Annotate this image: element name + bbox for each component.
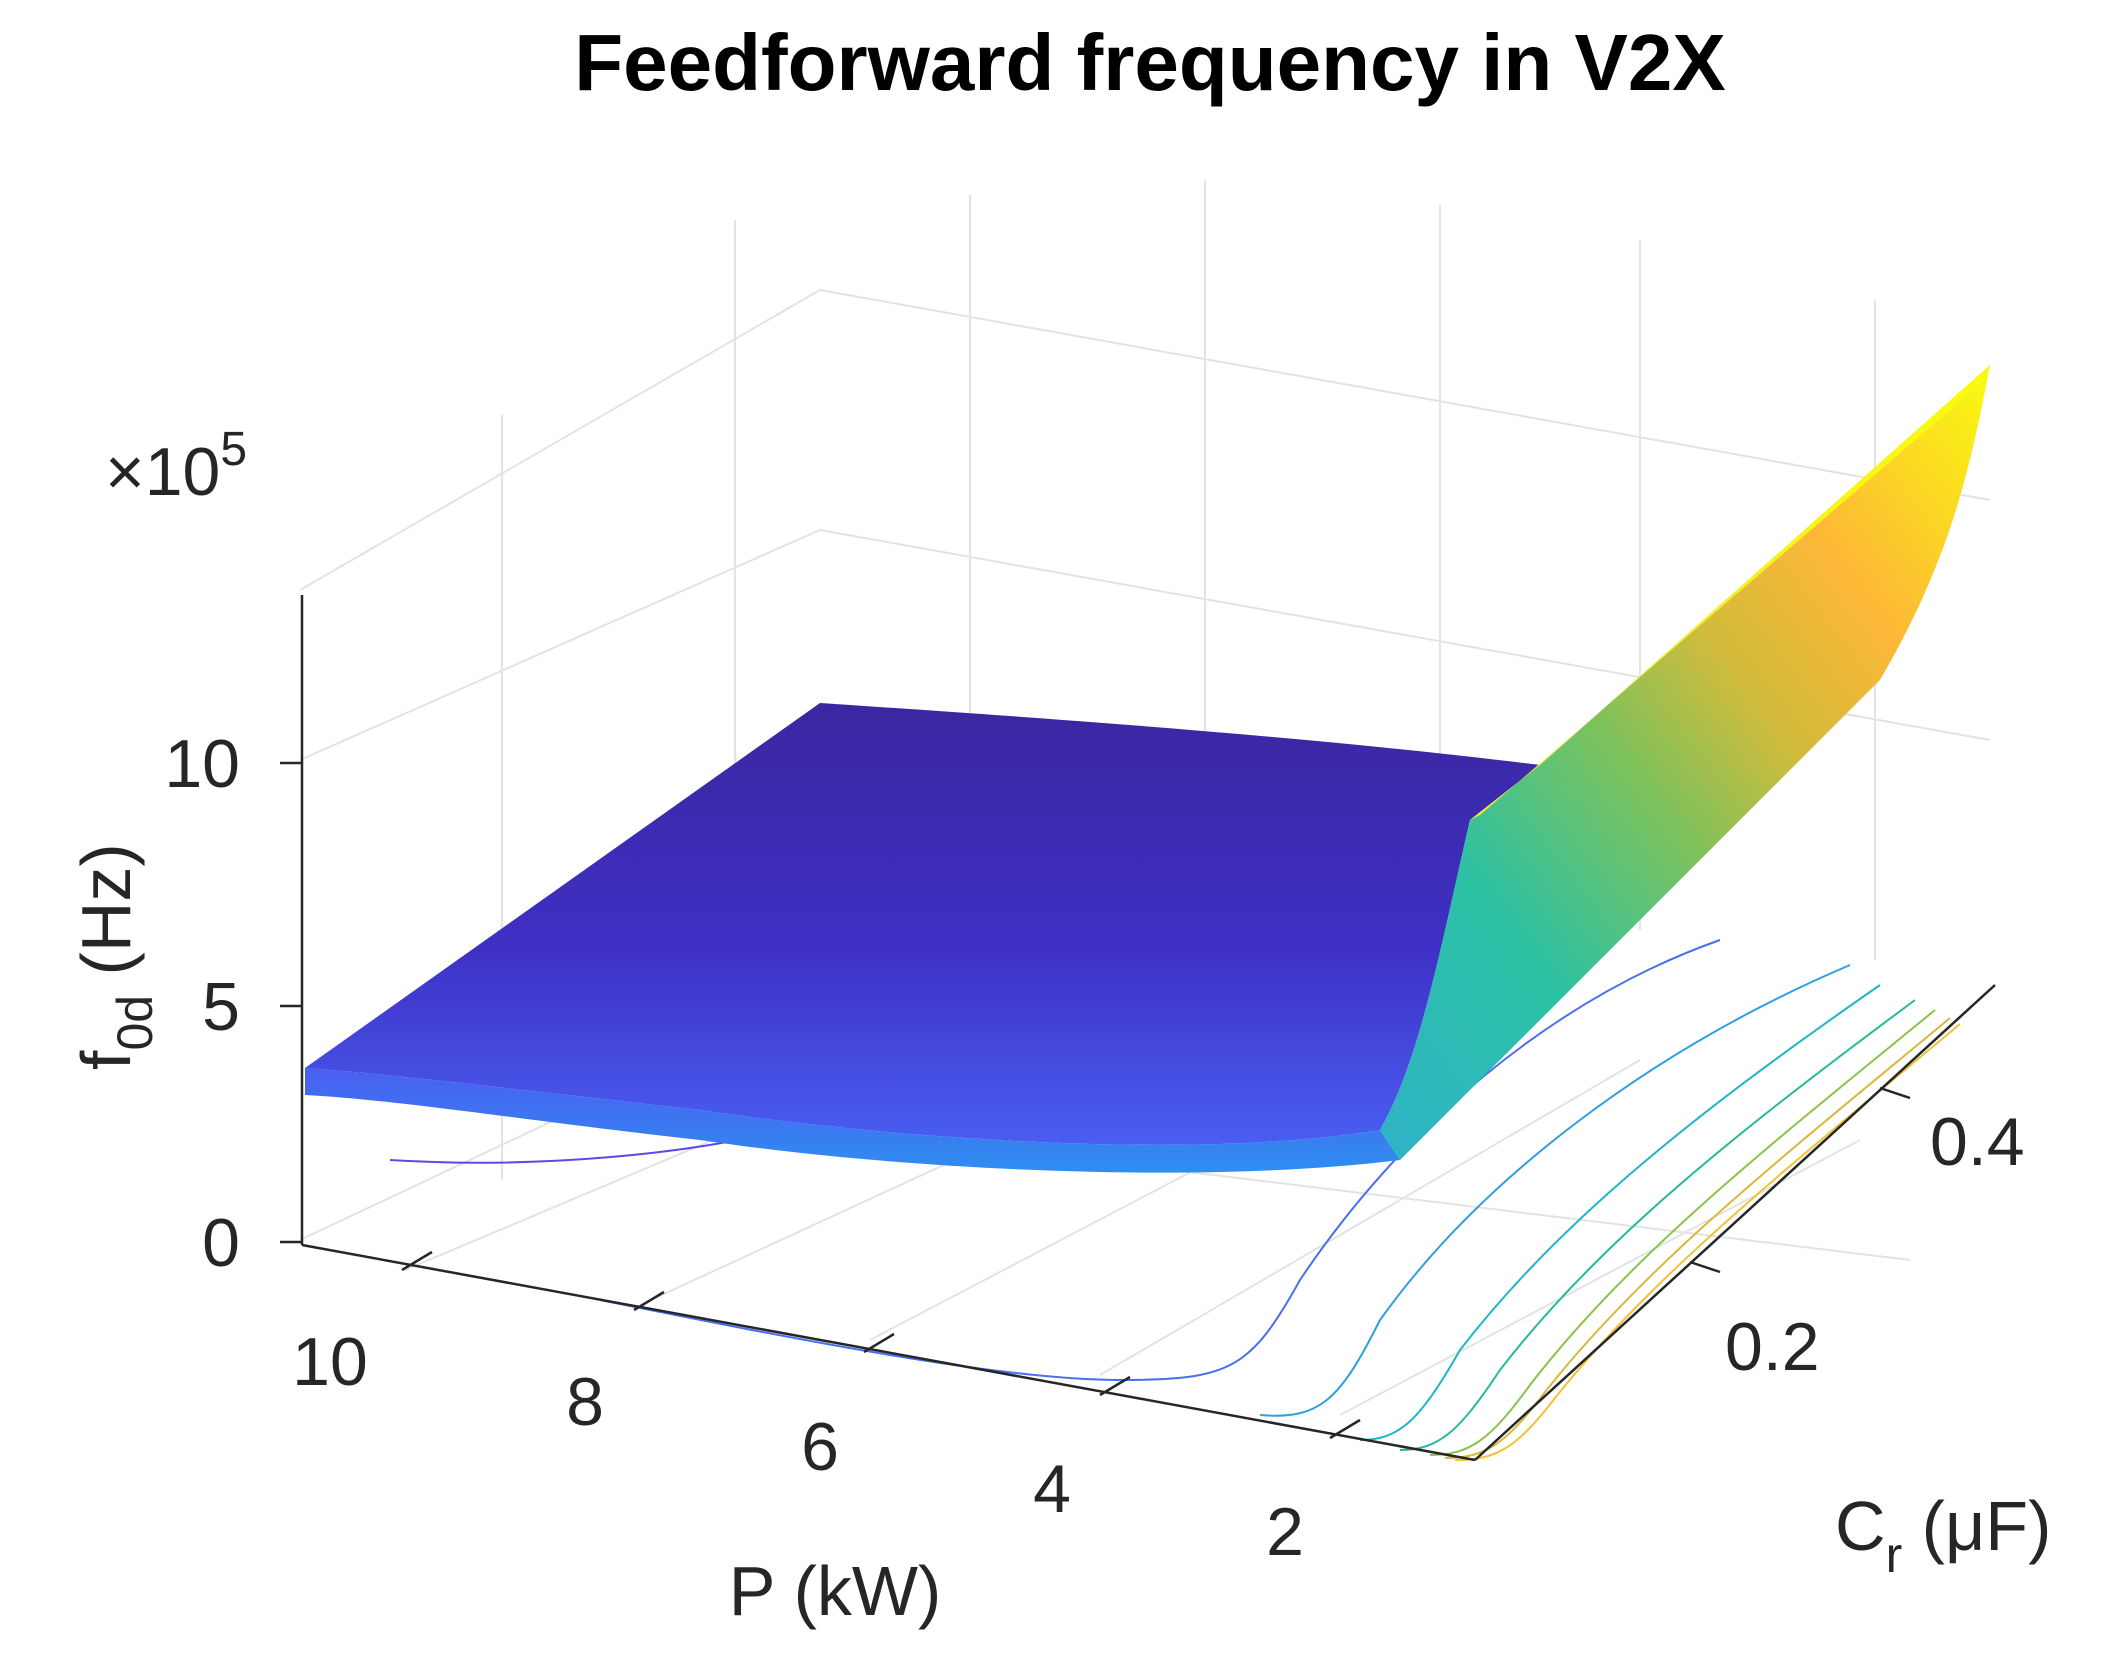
z-tick-0: 0 xyxy=(202,1205,240,1281)
surface xyxy=(305,365,1990,1173)
cr-axis-label: Cr (μF) xyxy=(1835,1487,2051,1583)
p-axis: 10 8 6 4 2 P (kW) xyxy=(292,1243,1476,1630)
p-tick-6: 6 xyxy=(801,1409,839,1485)
z-axis-label: f0d (Hz) xyxy=(67,843,163,1070)
cr-tick-0.4: 0.4 xyxy=(1930,1104,2025,1180)
chart-title: Feedforward frequency in V2X xyxy=(574,18,1725,107)
p-tick-2: 2 xyxy=(1266,1494,1304,1570)
z-multiplier: ×105 xyxy=(105,423,247,510)
p-tick-10: 10 xyxy=(292,1324,368,1400)
cr-axis: 0.2 0.4 Cr (μF) xyxy=(1474,984,2051,1583)
z-axis: 0 5 10 ×105 f0d (Hz) xyxy=(67,423,304,1281)
p-tick-4: 4 xyxy=(1033,1451,1071,1527)
cr-tick-0.2: 0.2 xyxy=(1725,1309,1820,1385)
z-tick-5: 5 xyxy=(202,969,240,1045)
z-tick-10: 10 xyxy=(164,726,240,802)
p-axis-label: P (kW) xyxy=(729,1552,942,1630)
p-tick-8: 8 xyxy=(566,1364,604,1440)
floor-contours xyxy=(389,939,1961,1461)
